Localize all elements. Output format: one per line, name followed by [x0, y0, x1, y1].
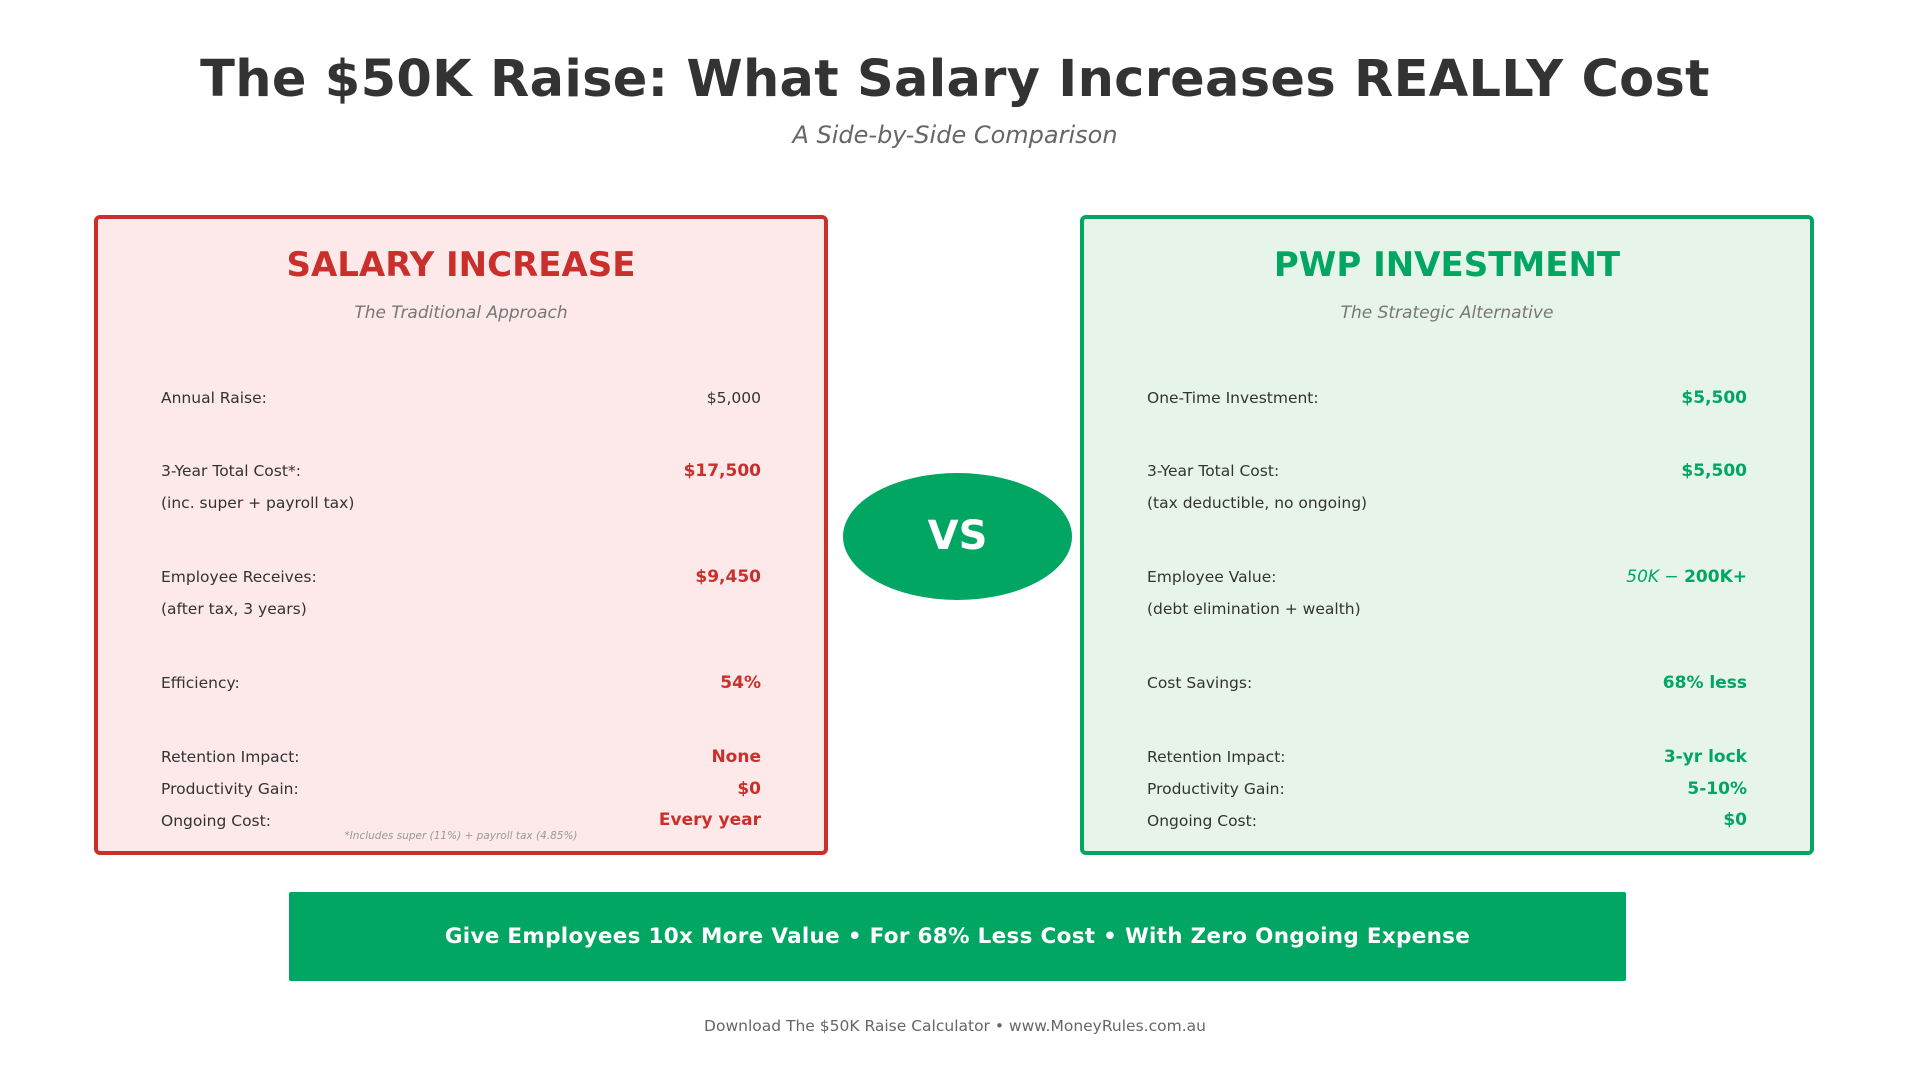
employee-value-value: 50K − 200K+ — [1626, 567, 1747, 587]
pwp-total-cost-note: (tax deductible, no ongoing) — [1147, 494, 1368, 512]
pwp-investment-subheading: The Strategic Alternative — [1340, 303, 1554, 323]
cost-savings-value: 68% less — [1662, 673, 1747, 693]
employee-receives-value: $9,450 — [695, 567, 761, 587]
salary-retention-value: None — [711, 747, 761, 767]
pwp-ongoing-label: Ongoing Cost: — [1147, 812, 1257, 830]
salary-ongoing-value: Every year — [658, 810, 761, 830]
salary-total-cost-value: $17,500 — [683, 461, 761, 481]
annual-raise-label: Annual Raise: — [161, 389, 267, 407]
footer-text: Download The $50K Raise Calculator • www… — [704, 1017, 1206, 1035]
pwp-retention-value: 3-yr lock — [1663, 747, 1747, 767]
annual-raise-value: $5,000 — [706, 389, 761, 407]
salary-productivity-value: $0 — [737, 779, 761, 799]
salary-productivity-label: Productivity Gain: — [161, 780, 299, 798]
one-time-investment-label: One-Time Investment: — [1147, 389, 1319, 407]
pwp-retention-label: Retention Impact: — [1147, 748, 1286, 766]
employee-value-note: (debt elimination + wealth) — [1147, 600, 1361, 618]
salary-footnote: *Includes super (11%) + payroll tax (4.8… — [344, 830, 578, 842]
salary-total-cost-label: 3-Year Total Cost*: — [161, 462, 301, 480]
pwp-productivity-value: 5-10% — [1687, 779, 1747, 799]
efficiency-label: Efficiency: — [161, 674, 240, 692]
salary-increase-heading: SALARY INCREASE — [286, 245, 636, 285]
vs-badge: VS — [843, 473, 1072, 600]
salary-total-cost-note: (inc. super + payroll tax) — [161, 494, 355, 512]
value-banner: Give Employees 10x More Value • For 68% … — [289, 892, 1626, 981]
employee-value-prefix: 50K − — [1626, 567, 1685, 587]
employee-value-label: Employee Value: — [1147, 568, 1277, 586]
employee-receives-note: (after tax, 3 years) — [161, 600, 307, 618]
page-subtitle: A Side-by-Side Comparison — [792, 121, 1118, 149]
pwp-investment-panel: PWP INVESTMENT The Strategic Alternative… — [1080, 215, 1814, 855]
salary-ongoing-label: Ongoing Cost: — [161, 812, 271, 830]
page-title: The $50K Raise: What Salary Increases RE… — [200, 50, 1710, 109]
salary-increase-panel: SALARY INCREASE The Traditional Approach… — [94, 215, 828, 855]
one-time-investment-value: $5,500 — [1681, 388, 1747, 408]
pwp-total-cost-value: $5,500 — [1681, 461, 1747, 481]
salary-retention-label: Retention Impact: — [161, 748, 300, 766]
cost-savings-label: Cost Savings: — [1147, 674, 1253, 692]
salary-increase-subheading: The Traditional Approach — [354, 303, 568, 323]
pwp-productivity-label: Productivity Gain: — [1147, 780, 1285, 798]
pwp-investment-heading: PWP INVESTMENT — [1273, 245, 1621, 285]
pwp-total-cost-label: 3-Year Total Cost: — [1147, 462, 1280, 480]
efficiency-value: 54% — [720, 673, 761, 693]
pwp-ongoing-value: $0 — [1723, 810, 1747, 830]
employee-value-suffix: 200K+ — [1684, 567, 1747, 587]
employee-receives-label: Employee Receives: — [161, 568, 317, 586]
